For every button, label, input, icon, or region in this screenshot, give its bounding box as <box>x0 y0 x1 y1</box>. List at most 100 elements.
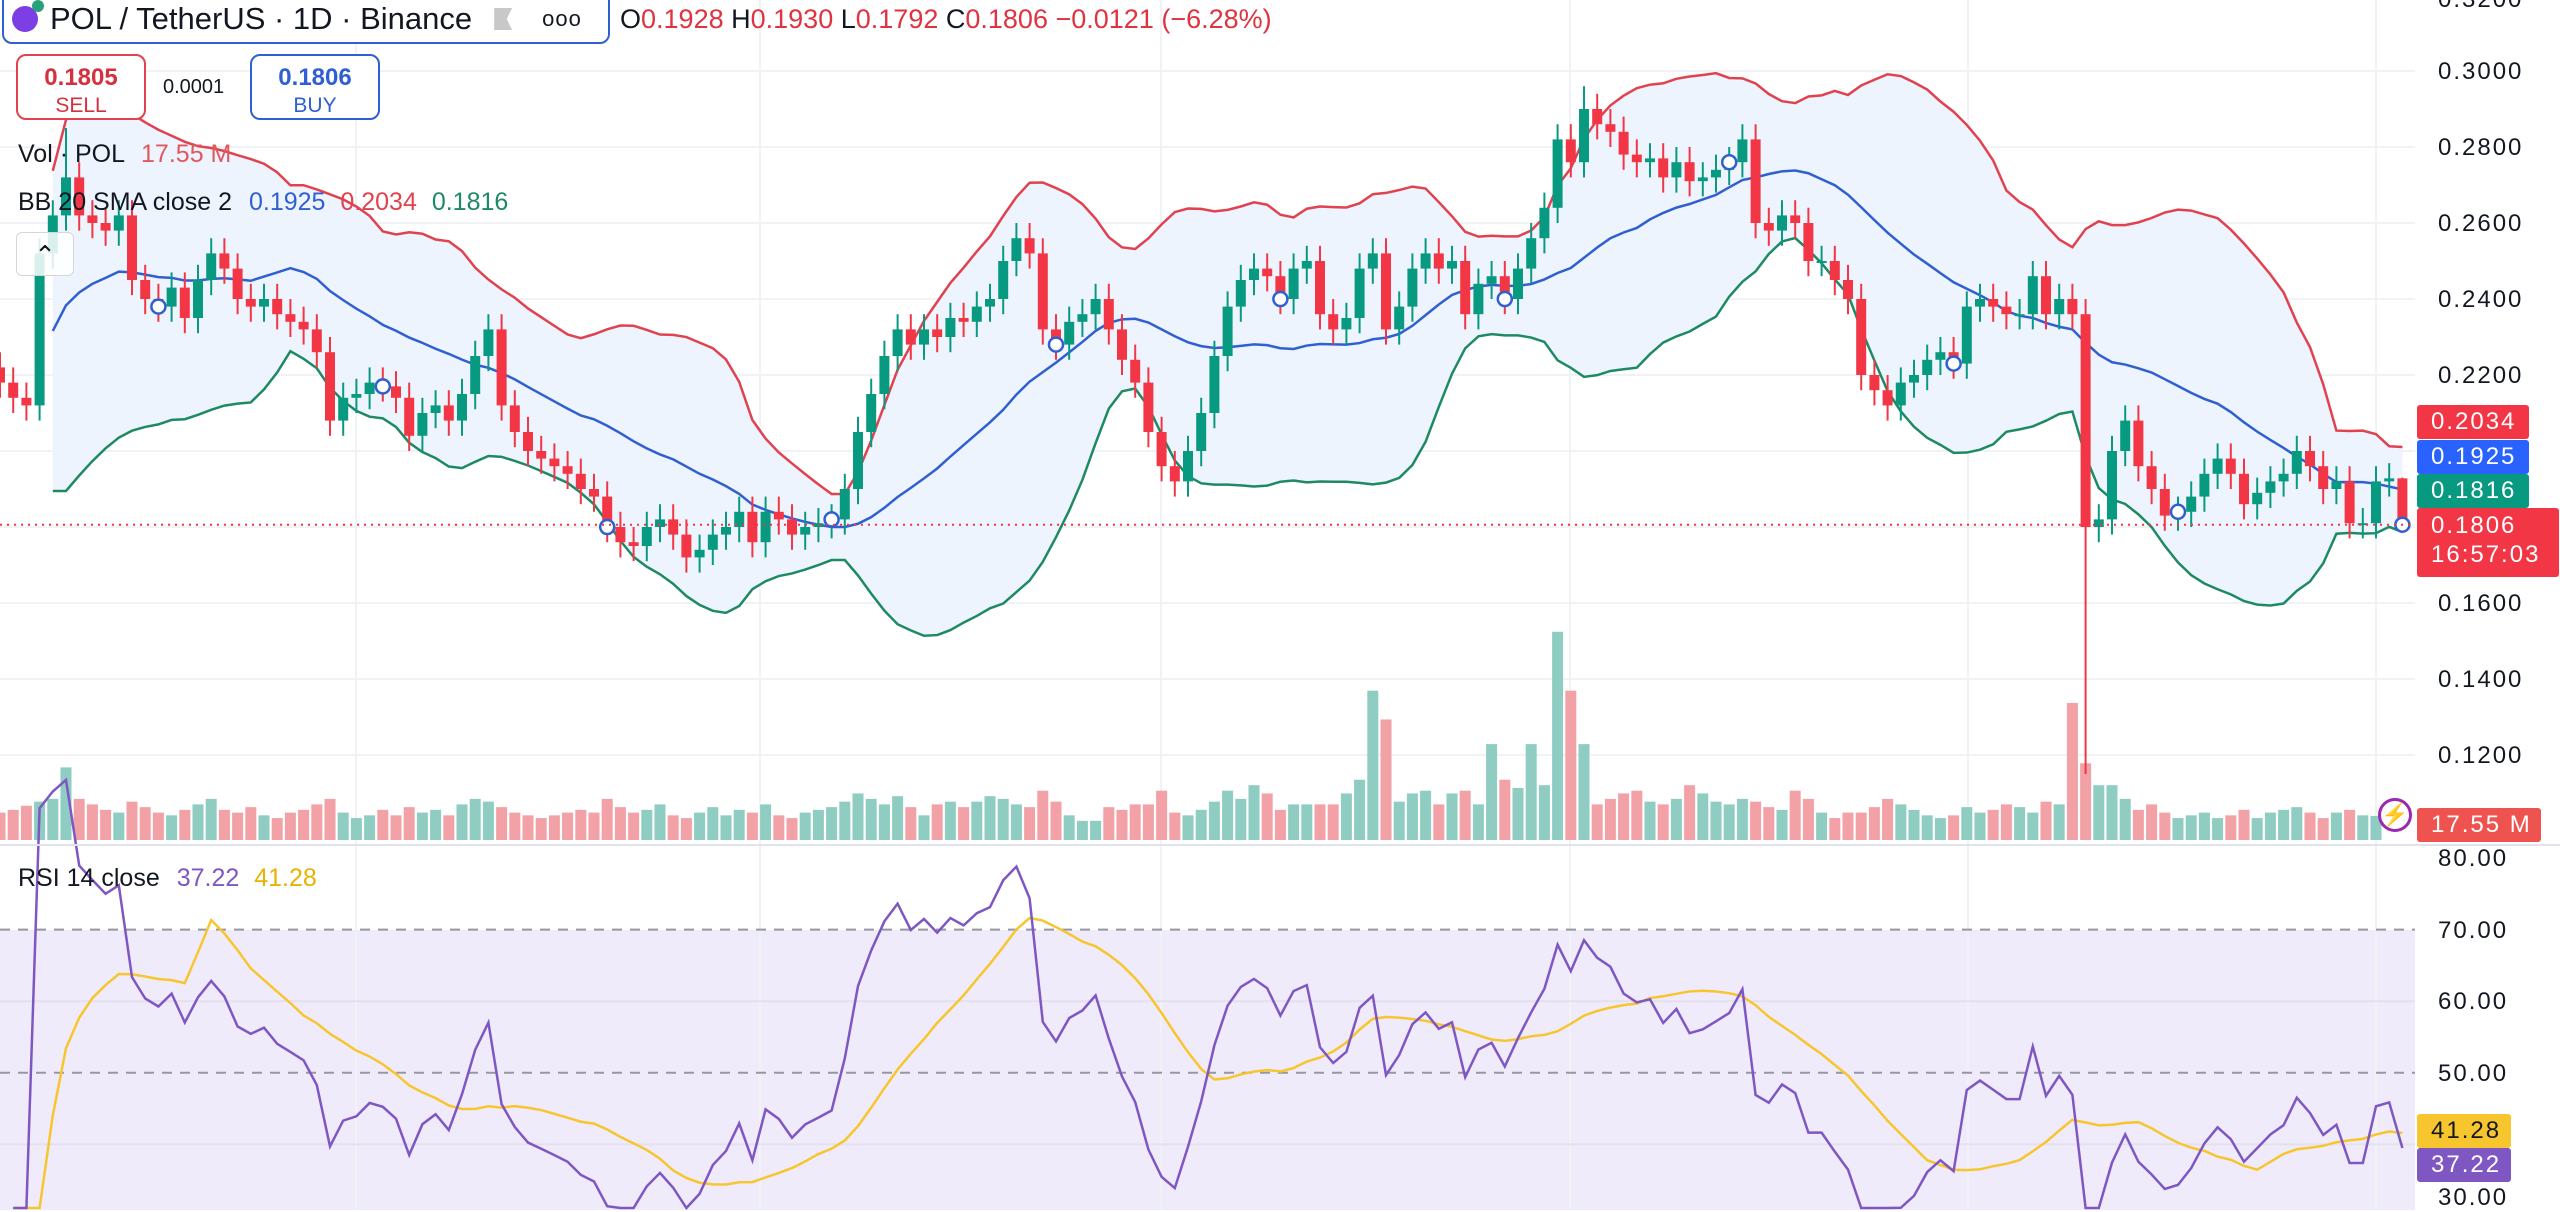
volume-bar <box>694 812 706 840</box>
candle-body <box>1103 299 1114 330</box>
candle-body <box>1539 207 1550 239</box>
event-marker <box>1272 290 1289 308</box>
bb-legend[interactable]: BB 20 SMA close 2 0.1925 0.2034 0.1816 <box>18 188 508 217</box>
volume-bar <box>1499 779 1511 840</box>
volume-bar <box>1288 804 1300 840</box>
volume-bar <box>1974 812 1986 840</box>
symbol-title-button[interactable]: POL / TetherUS · 1D · Binance ooo <box>2 0 610 44</box>
volume-bar <box>443 815 455 840</box>
candle-body <box>1526 238 1537 269</box>
volume-bar <box>496 807 508 840</box>
candle-body <box>1315 261 1325 315</box>
volume-bar <box>416 812 428 840</box>
candle-body <box>1143 382 1154 432</box>
volume-bar <box>878 804 890 840</box>
candle-body <box>351 394 362 398</box>
candle-body <box>1750 139 1761 223</box>
volume-bar <box>588 812 600 840</box>
candle-body <box>1816 261 1827 263</box>
price-tick: 0.1200 <box>2438 742 2524 769</box>
flag-icon[interactable] <box>494 8 513 30</box>
volume-bar <box>1512 787 1524 840</box>
volume-bar <box>852 793 864 840</box>
candle-body <box>2318 466 2329 489</box>
candle-body <box>2357 523 2368 526</box>
candle-body <box>2159 489 2170 516</box>
candle-body <box>1024 238 1035 254</box>
volume-bar <box>1948 815 1960 840</box>
collapse-legend-button[interactable]: ⌃ <box>16 232 74 276</box>
sell-button[interactable]: 0.1805 SELL <box>16 54 146 120</box>
volume-bar <box>2146 804 2158 840</box>
candle-body <box>971 306 982 322</box>
candle-body <box>2344 481 2355 524</box>
volume-bar <box>2278 809 2290 840</box>
more-options-icon[interactable]: ooo <box>542 6 582 31</box>
volume-bar <box>1090 820 1102 840</box>
open-value: 0.1928 <box>641 4 724 34</box>
volume-bar <box>1367 690 1379 840</box>
volume-bar <box>826 807 838 840</box>
rsi-tick: 70.00 <box>2438 917 2509 944</box>
last-price: 0.1806 <box>2431 512 2517 539</box>
volume-bar <box>311 804 323 840</box>
candle-body <box>2067 299 2078 315</box>
volume-bar <box>1446 793 1458 840</box>
candle-body <box>1579 109 1589 163</box>
volume-bar <box>152 812 164 840</box>
volume-bar <box>1961 807 1973 840</box>
lightning-icon[interactable]: ⚡ <box>2378 798 2412 832</box>
candle-body <box>1156 432 1167 467</box>
volume-legend[interactable]: Vol · POL 17.55 M <box>18 140 231 169</box>
volume-bar <box>971 801 983 840</box>
volume-bar <box>1393 801 1405 840</box>
candle-body <box>430 405 441 413</box>
close-label: C <box>945 4 966 34</box>
candle-body <box>760 511 771 543</box>
candle-body <box>2331 481 2342 489</box>
rsi-ma-badge: 41.28 <box>2417 1114 2511 1148</box>
candle-body <box>1011 238 1022 261</box>
bb-lower-value: 0.1816 <box>431 188 509 216</box>
candle-body <box>1684 162 1695 182</box>
candle-body <box>945 318 956 337</box>
candle-body <box>2146 466 2157 489</box>
volume-bar <box>1433 804 1445 840</box>
volume-bar <box>984 796 996 840</box>
buy-price: 0.1806 <box>278 64 352 91</box>
volume-bar <box>733 809 745 840</box>
candle-body <box>1196 413 1207 451</box>
rsi-legend-label: RSI 14 close <box>18 864 160 892</box>
candle-body <box>2265 481 2276 493</box>
candle-body <box>509 405 520 432</box>
volume-bar <box>1842 812 1854 840</box>
volume-bar <box>2000 804 2012 840</box>
volume-bar <box>799 812 811 840</box>
candle-body <box>1935 352 1946 360</box>
candle-body <box>1777 215 1787 231</box>
volume-bar <box>1591 804 1603 840</box>
candle-body <box>1803 223 1814 261</box>
candle-body <box>1592 109 1603 125</box>
volume-bar <box>205 798 217 840</box>
rsi-tick: 60.00 <box>2438 988 2509 1015</box>
candle-body <box>1882 390 1893 406</box>
volume-bar <box>1340 793 1352 840</box>
buy-button[interactable]: 0.1806 BUY <box>250 54 380 120</box>
volume-bar <box>1169 812 1181 840</box>
rsi-tick: 80.00 <box>2438 845 2509 872</box>
candle-body <box>879 356 890 394</box>
rsi-legend[interactable]: RSI 14 close 37.22 41.28 <box>18 864 317 893</box>
volume-bar <box>2066 703 2078 840</box>
volume-bar <box>390 815 402 840</box>
candle-body <box>1909 375 1919 383</box>
event-marker <box>1945 355 1962 372</box>
volume-bar <box>337 812 349 840</box>
volume-bar <box>760 804 772 840</box>
candle-body <box>985 299 995 307</box>
volume-bar <box>1657 804 1669 840</box>
rsi-badge: 37.22 <box>2417 1148 2511 1182</box>
volume-bar <box>997 798 1009 840</box>
symbol-title: POL / TetherUS · 1D · Binance <box>50 1 473 36</box>
